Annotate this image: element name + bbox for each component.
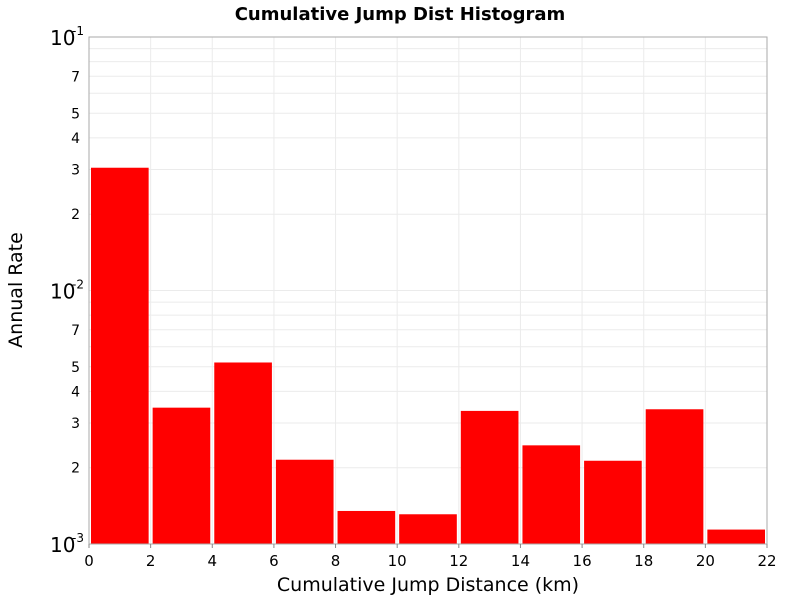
y-decade-label: 10 [50,533,75,557]
y-minor-tick-label: 3 [71,163,80,179]
histogram-bar [214,362,272,544]
histogram-bar [645,409,704,544]
y-decade-label: 10 [50,26,75,50]
x-tick-label: 10 [388,552,407,570]
y-decade-exponent: -1 [72,24,84,38]
x-tick-label: 8 [331,552,341,570]
x-axis-ticks: 0 2 4 6 8 10 12 14 16 18 20 22 [84,544,777,570]
x-tick-label: 4 [207,552,217,570]
histogram-bar [275,459,334,544]
y-minor-tick-label: 3 [71,416,80,432]
histogram-bar [460,410,519,544]
y-decade-exponent: -3 [72,531,84,545]
y-minor-tick-label: 4 [71,384,80,400]
x-tick-label: 20 [696,552,715,570]
histogram-bar [522,445,581,544]
x-tick-label: 12 [449,552,468,570]
y-minor-tick-label: 2 [71,207,80,223]
bars [91,167,765,545]
x-tick-label: 16 [573,552,592,570]
y-minor-tick-label: 5 [71,106,80,122]
plot-frame [88,36,768,545]
histogram-bar [337,510,396,544]
x-tick-label: 18 [634,552,653,570]
y-decade-exponent: -2 [72,278,84,292]
x-tick-label: 14 [511,552,530,570]
y-minor-tick-label: 7 [71,323,80,339]
histogram-bar [91,167,149,545]
x-axis-label: Cumulative Jump Distance (km) [277,574,579,596]
x-tick-label: 2 [146,552,156,570]
x-tick-label: 0 [84,552,94,570]
y-decade-label: 10 [50,280,75,304]
y-minor-tick-label: 2 [71,461,80,477]
chart-title: Cumulative Jump Dist Histogram [235,4,566,25]
y-minor-tick-label: 5 [71,360,80,376]
x-tick-label: 6 [269,552,279,570]
histogram-bar [399,514,457,544]
y-minor-tick-label: 7 [71,69,80,85]
y-axis-label: Annual Rate [5,232,27,348]
grid [88,37,768,545]
x-tick-label: 22 [757,552,776,570]
histogram-bar [707,529,765,544]
histogram-bar [584,460,642,544]
histogram-bar [152,407,211,544]
y-minor-tick-label: 4 [71,131,80,147]
